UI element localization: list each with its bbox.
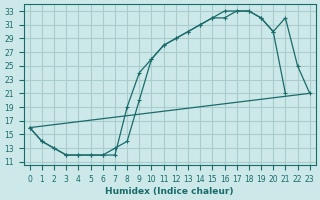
X-axis label: Humidex (Indice chaleur): Humidex (Indice chaleur)	[106, 187, 234, 196]
